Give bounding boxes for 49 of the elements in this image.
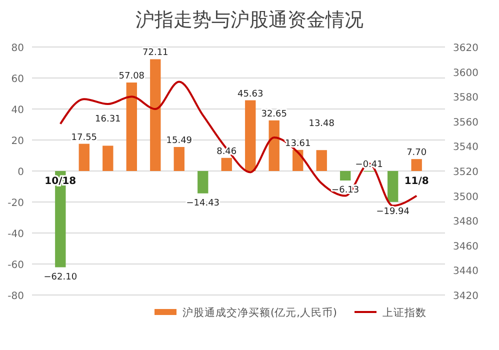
bar [268,120,280,171]
bar [221,158,232,171]
bar [102,146,114,171]
y2-tick-label: 3620 [453,43,478,54]
data-label: −62.10 [44,272,78,282]
y2-tick-label: 3420 [453,291,478,302]
y2-tick-label: 3500 [453,192,478,203]
data-label: −14.43 [186,198,220,208]
legend-label: 沪股通成交净买额(亿元,人民币) [182,306,338,319]
y-tick-label: 40 [11,105,24,116]
bar [316,150,327,171]
y2-tick-label: 3440 [453,266,478,278]
data-label: 15.49 [166,136,192,146]
bar [388,171,398,202]
y2-tick-label: 3600 [453,68,478,79]
y-tick-label: -40 [8,229,24,240]
y-tick-label: -80 [8,291,24,302]
data-label: 7.70 [406,148,427,158]
legend-label: 上证指数 [382,306,426,319]
bar [174,146,184,171]
data-label: −19.94 [376,206,410,217]
bar [150,59,161,171]
y-tick-label: -60 [8,260,24,271]
data-label: 32.65 [261,109,287,120]
data-label: 16.31 [95,114,121,125]
y-tick-label: 20 [11,136,24,147]
y-tick-label: -20 [8,198,24,209]
y2-tick-label: 3560 [453,117,478,128]
x-tick-label: 11/8 [404,176,429,187]
bar [78,144,90,171]
data-label: 13.48 [308,119,335,130]
y2-tick-label: 3520 [453,167,478,178]
chart-title: 沪指走势与沪股通资金情况 [136,9,364,31]
data-label: 45.63 [237,89,264,100]
y2-tick-label: 3480 [453,216,478,228]
y2-tick-label: 3540 [453,142,478,154]
data-label: 72.11 [142,48,168,58]
bar [126,82,137,171]
y-tick-label: 0 [18,167,24,178]
y2-tick-label: 3460 [453,241,478,252]
y-tick-label: 60 [11,74,24,85]
y2-tick-label: 3580 [453,92,478,104]
bar [411,159,422,171]
bar [340,171,351,180]
bar [245,100,256,171]
data-label: 17.55 [71,132,98,143]
y-tick-label: 80 [11,43,24,54]
bar [198,171,208,194]
data-label: 57.08 [118,72,145,82]
